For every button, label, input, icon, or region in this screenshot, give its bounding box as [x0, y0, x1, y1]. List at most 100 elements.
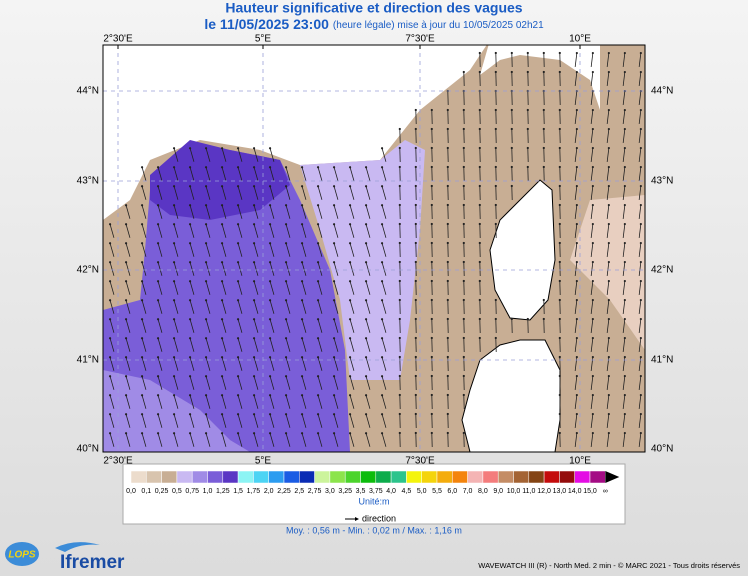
arrow-head: [462, 241, 465, 245]
arrow-head: [446, 336, 449, 340]
arrow: [189, 338, 195, 352]
arrow-head: [332, 242, 336, 245]
arrow-head: [252, 356, 256, 359]
legend-label: 1,75: [247, 488, 261, 495]
arrow: [285, 243, 291, 257]
arrow-head: [108, 280, 112, 283]
arrow-head: [172, 166, 176, 169]
arrow: [205, 281, 211, 295]
arrow-head: [316, 356, 320, 359]
arrow-head: [478, 260, 481, 264]
arrow-head: [348, 242, 352, 245]
arrow: [606, 414, 610, 428]
arrow-head: [284, 299, 288, 302]
arrow-head: [591, 146, 594, 150]
arrow: [574, 433, 578, 447]
arrow-head: [236, 394, 240, 397]
arrow-head: [348, 166, 352, 169]
arrow: [237, 357, 243, 371]
arrow-head: [446, 165, 449, 169]
arrow-head: [348, 204, 352, 207]
direction-arrows: [108, 51, 642, 448]
legend-swatch: [513, 470, 530, 484]
arrow: [333, 262, 339, 276]
arrow-head: [332, 280, 336, 283]
arrow-head: [558, 298, 561, 302]
arrow-head: [364, 432, 368, 435]
arrow: [301, 205, 307, 219]
arrow-head: [124, 299, 128, 302]
arrow: [574, 281, 578, 295]
arrow-head: [380, 185, 384, 188]
arrow: [317, 338, 323, 352]
arrow: [574, 376, 578, 390]
arrow-head: [462, 108, 465, 112]
arrow: [333, 205, 339, 219]
arrow-head: [398, 184, 401, 188]
arrow-head: [639, 51, 642, 55]
arrow-head: [414, 355, 417, 359]
arrow: [285, 300, 291, 314]
land-northeast: [480, 45, 600, 110]
arrow-head: [526, 146, 529, 150]
arrow-head: [156, 413, 160, 416]
legend-label: 10,0: [507, 488, 521, 495]
legend-label: 2,0: [264, 488, 274, 495]
arrow-head: [639, 203, 642, 207]
arrow-head: [575, 317, 578, 321]
arrow-head: [462, 184, 465, 188]
arrow: [301, 338, 307, 352]
arrow-head: [364, 299, 368, 302]
arrow-head: [398, 374, 401, 378]
arrow: [285, 205, 291, 219]
arrow: [237, 205, 243, 219]
arrow: [622, 167, 626, 181]
arrow-head: [607, 317, 610, 321]
arrow: [221, 205, 227, 219]
legend-swatch: [253, 470, 269, 484]
arrow: [317, 376, 323, 390]
arrow: [221, 262, 227, 276]
arrow-head: [446, 184, 449, 188]
arrow: [253, 148, 259, 162]
arrow: [269, 205, 275, 219]
arrow-head: [156, 280, 160, 283]
lat-label-left: 40°N: [77, 444, 99, 455]
arrow-head: [380, 394, 384, 397]
arrow-head: [607, 184, 610, 188]
arrow: [333, 338, 339, 352]
arrow-head: [478, 51, 481, 55]
arrow: [109, 414, 115, 428]
arrow: [606, 129, 610, 143]
arrow-head: [268, 261, 272, 264]
arrow-head: [591, 298, 594, 302]
arrow-head: [156, 223, 160, 226]
arrow: [221, 243, 227, 257]
legend-swatch: [283, 470, 300, 484]
arrow: [365, 433, 371, 447]
arrow-head: [526, 108, 529, 112]
legend-swatch: [268, 470, 285, 484]
arrow: [349, 376, 355, 390]
arrow: [622, 91, 626, 105]
arrow-head: [591, 165, 594, 169]
stats: Moy. : 0,56 m - Min. : 0,02 m / Max. : 1…: [286, 525, 462, 535]
arrow-head: [575, 222, 578, 226]
arrow-head: [414, 431, 417, 435]
arrow: [365, 243, 371, 257]
arrow-head: [558, 336, 561, 340]
arrow: [157, 395, 163, 409]
legend-swatch: [375, 470, 392, 484]
arrow: [638, 224, 642, 238]
arrow-head: [364, 394, 368, 397]
legend-label: 0,75: [185, 488, 199, 495]
arrow: [590, 395, 594, 409]
arrow-head: [607, 298, 610, 302]
arrow-head: [558, 108, 561, 112]
arrow-head: [204, 261, 208, 264]
arrow: [638, 110, 642, 124]
arrow-head: [623, 108, 626, 112]
arrow: [157, 300, 163, 314]
arrow-head: [300, 394, 304, 397]
arrow: [381, 281, 387, 295]
